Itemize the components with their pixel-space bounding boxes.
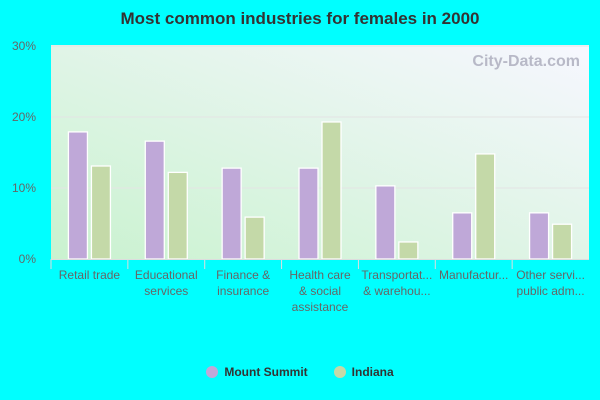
- legend-label: Indiana: [351, 365, 394, 379]
- x-category-label: insurance: [217, 284, 269, 298]
- legend: Mount Summit Indiana: [0, 365, 600, 379]
- bar-mount-summit[interactable]: [298, 167, 319, 260]
- y-tick-label: 20%: [12, 110, 36, 124]
- x-category-label: Educational: [135, 268, 198, 282]
- x-category-label: Health care: [289, 268, 351, 282]
- legend-label: Mount Summit: [224, 365, 308, 379]
- x-category-label: Other servi...: [516, 268, 585, 282]
- y-tick-label: 0%: [19, 252, 37, 266]
- x-category-label: public adm...: [517, 284, 585, 298]
- x-category-label: & social: [299, 284, 341, 298]
- x-category-label: & warehou...: [363, 284, 430, 298]
- bar-mount-summit[interactable]: [221, 167, 242, 260]
- chart-title: Most common industries for females in 20…: [120, 9, 480, 28]
- legend-swatch: [333, 366, 346, 378]
- x-category-label: Transportat...: [361, 268, 432, 282]
- bar-indiana[interactable]: [551, 223, 573, 260]
- bar-mount-summit[interactable]: [375, 185, 396, 260]
- legend-swatch: [206, 366, 219, 378]
- bar-indiana[interactable]: [167, 171, 188, 260]
- bar-indiana[interactable]: [398, 241, 419, 260]
- y-tick-label: 10%: [12, 181, 36, 195]
- bar-mount-summit[interactable]: [452, 212, 473, 260]
- x-category-label: Manufactur...: [439, 268, 508, 282]
- x-category-label: Finance &: [216, 268, 270, 282]
- x-category-label: services: [144, 284, 188, 298]
- legend-item[interactable]: Mount Summit: [206, 365, 308, 379]
- legend-item[interactable]: Indiana: [333, 365, 394, 379]
- y-tick-label: 30%: [12, 39, 36, 53]
- bar-mount-summit[interactable]: [67, 131, 89, 260]
- bar-indiana[interactable]: [475, 153, 496, 260]
- plot-area: [51, 45, 589, 259]
- bar-mount-summit[interactable]: [144, 140, 165, 260]
- watermark: City-Data.com: [472, 53, 580, 70]
- bar-indiana[interactable]: [90, 165, 112, 260]
- bar-mount-summit[interactable]: [528, 212, 550, 260]
- bar-indiana[interactable]: [244, 216, 265, 260]
- bar-indiana[interactable]: [321, 121, 342, 260]
- x-category-label: Retail trade: [59, 268, 121, 282]
- x-category-label: assistance: [292, 300, 349, 314]
